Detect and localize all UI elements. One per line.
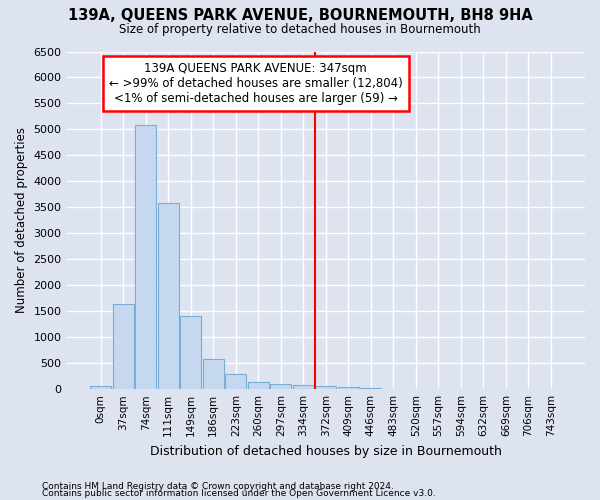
Bar — [180, 316, 202, 389]
Bar — [90, 386, 112, 389]
Bar — [225, 374, 247, 389]
Bar — [248, 382, 269, 389]
Bar — [135, 126, 157, 389]
Text: 139A, QUEENS PARK AVENUE, BOURNEMOUTH, BH8 9HA: 139A, QUEENS PARK AVENUE, BOURNEMOUTH, B… — [68, 8, 532, 22]
Bar — [270, 384, 292, 389]
Bar — [360, 388, 382, 389]
X-axis label: Distribution of detached houses by size in Bournemouth: Distribution of detached houses by size … — [150, 444, 502, 458]
Y-axis label: Number of detached properties: Number of detached properties — [15, 128, 28, 314]
Text: Size of property relative to detached houses in Bournemouth: Size of property relative to detached ho… — [119, 22, 481, 36]
Text: Contains HM Land Registry data © Crown copyright and database right 2024.: Contains HM Land Registry data © Crown c… — [42, 482, 394, 491]
Bar — [113, 304, 134, 389]
Bar — [203, 358, 224, 389]
Bar — [293, 386, 314, 389]
Bar — [315, 386, 337, 389]
Text: 139A QUEENS PARK AVENUE: 347sqm
← >99% of detached houses are smaller (12,804)
<: 139A QUEENS PARK AVENUE: 347sqm ← >99% o… — [109, 62, 403, 104]
Text: Contains public sector information licensed under the Open Government Licence v3: Contains public sector information licen… — [42, 490, 436, 498]
Bar — [158, 203, 179, 389]
Bar — [338, 387, 359, 389]
